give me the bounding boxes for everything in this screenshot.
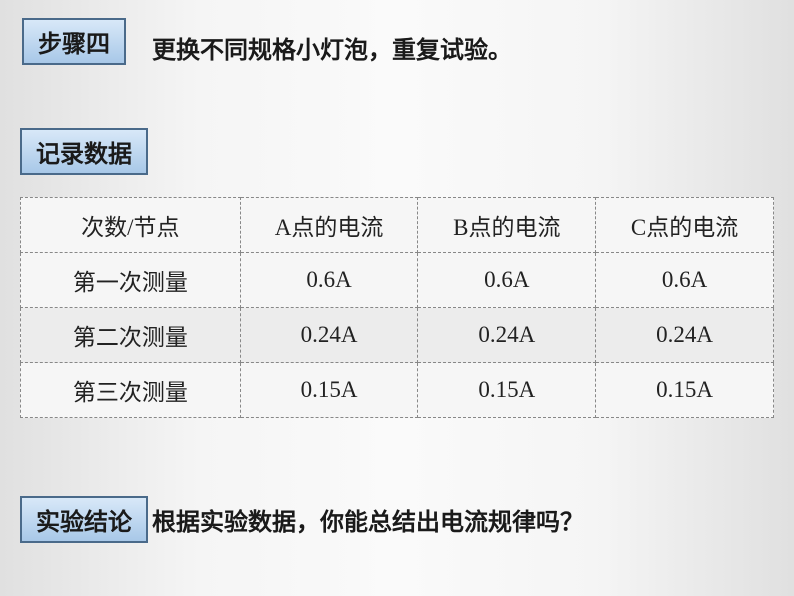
conclusion-text: 根据实验数据，你能总结出电流规律吗？ — [152, 502, 584, 537]
table-cell: 0.6A — [418, 253, 596, 308]
col-header-1: A点的电流 — [240, 198, 418, 253]
table-row: 第三次测量 0.15A 0.15A 0.15A — [21, 363, 774, 418]
step4-text-content: 更换不同规格小灯泡，重复试验。 — [152, 37, 512, 64]
table-cell: 0.15A — [418, 363, 596, 418]
col-header-2: B点的电流 — [418, 198, 596, 253]
conclusion-tag: 实验结论 — [20, 496, 148, 543]
table-cell: 0.15A — [240, 363, 418, 418]
table-cell: 0.6A — [596, 253, 774, 308]
table-cell: 0.15A — [596, 363, 774, 418]
table-row: 第二次测量 0.24A 0.24A 0.24A — [21, 308, 774, 363]
table-cell: 0.24A — [418, 308, 596, 363]
col-header-0: 次数/节点 — [21, 198, 241, 253]
step4-text: 更换不同规格小灯泡，重复试验。 — [152, 30, 512, 65]
record-tag: 记录数据 — [20, 128, 148, 175]
table-cell: 第三次测量 — [21, 363, 241, 418]
table-cell: 第一次测量 — [21, 253, 241, 308]
conclusion-text-content: 根据实验数据，你能总结出电流规律吗？ — [152, 509, 584, 536]
col-header-3: C点的电流 — [596, 198, 774, 253]
table-cell: 0.6A — [240, 253, 418, 308]
table-cell: 0.24A — [596, 308, 774, 363]
conclusion-tag-label: 实验结论 — [36, 509, 132, 536]
table-cell: 0.24A — [240, 308, 418, 363]
step4-tag: 步骤四 — [22, 18, 126, 65]
table-row: 第一次测量 0.6A 0.6A 0.6A — [21, 253, 774, 308]
data-table: 次数/节点 A点的电流 B点的电流 C点的电流 第一次测量 0.6A 0.6A … — [20, 197, 774, 418]
table-header-row: 次数/节点 A点的电流 B点的电流 C点的电流 — [21, 198, 774, 253]
record-tag-label: 记录数据 — [36, 141, 132, 168]
step4-tag-label: 步骤四 — [38, 31, 110, 58]
table-cell: 第二次测量 — [21, 308, 241, 363]
